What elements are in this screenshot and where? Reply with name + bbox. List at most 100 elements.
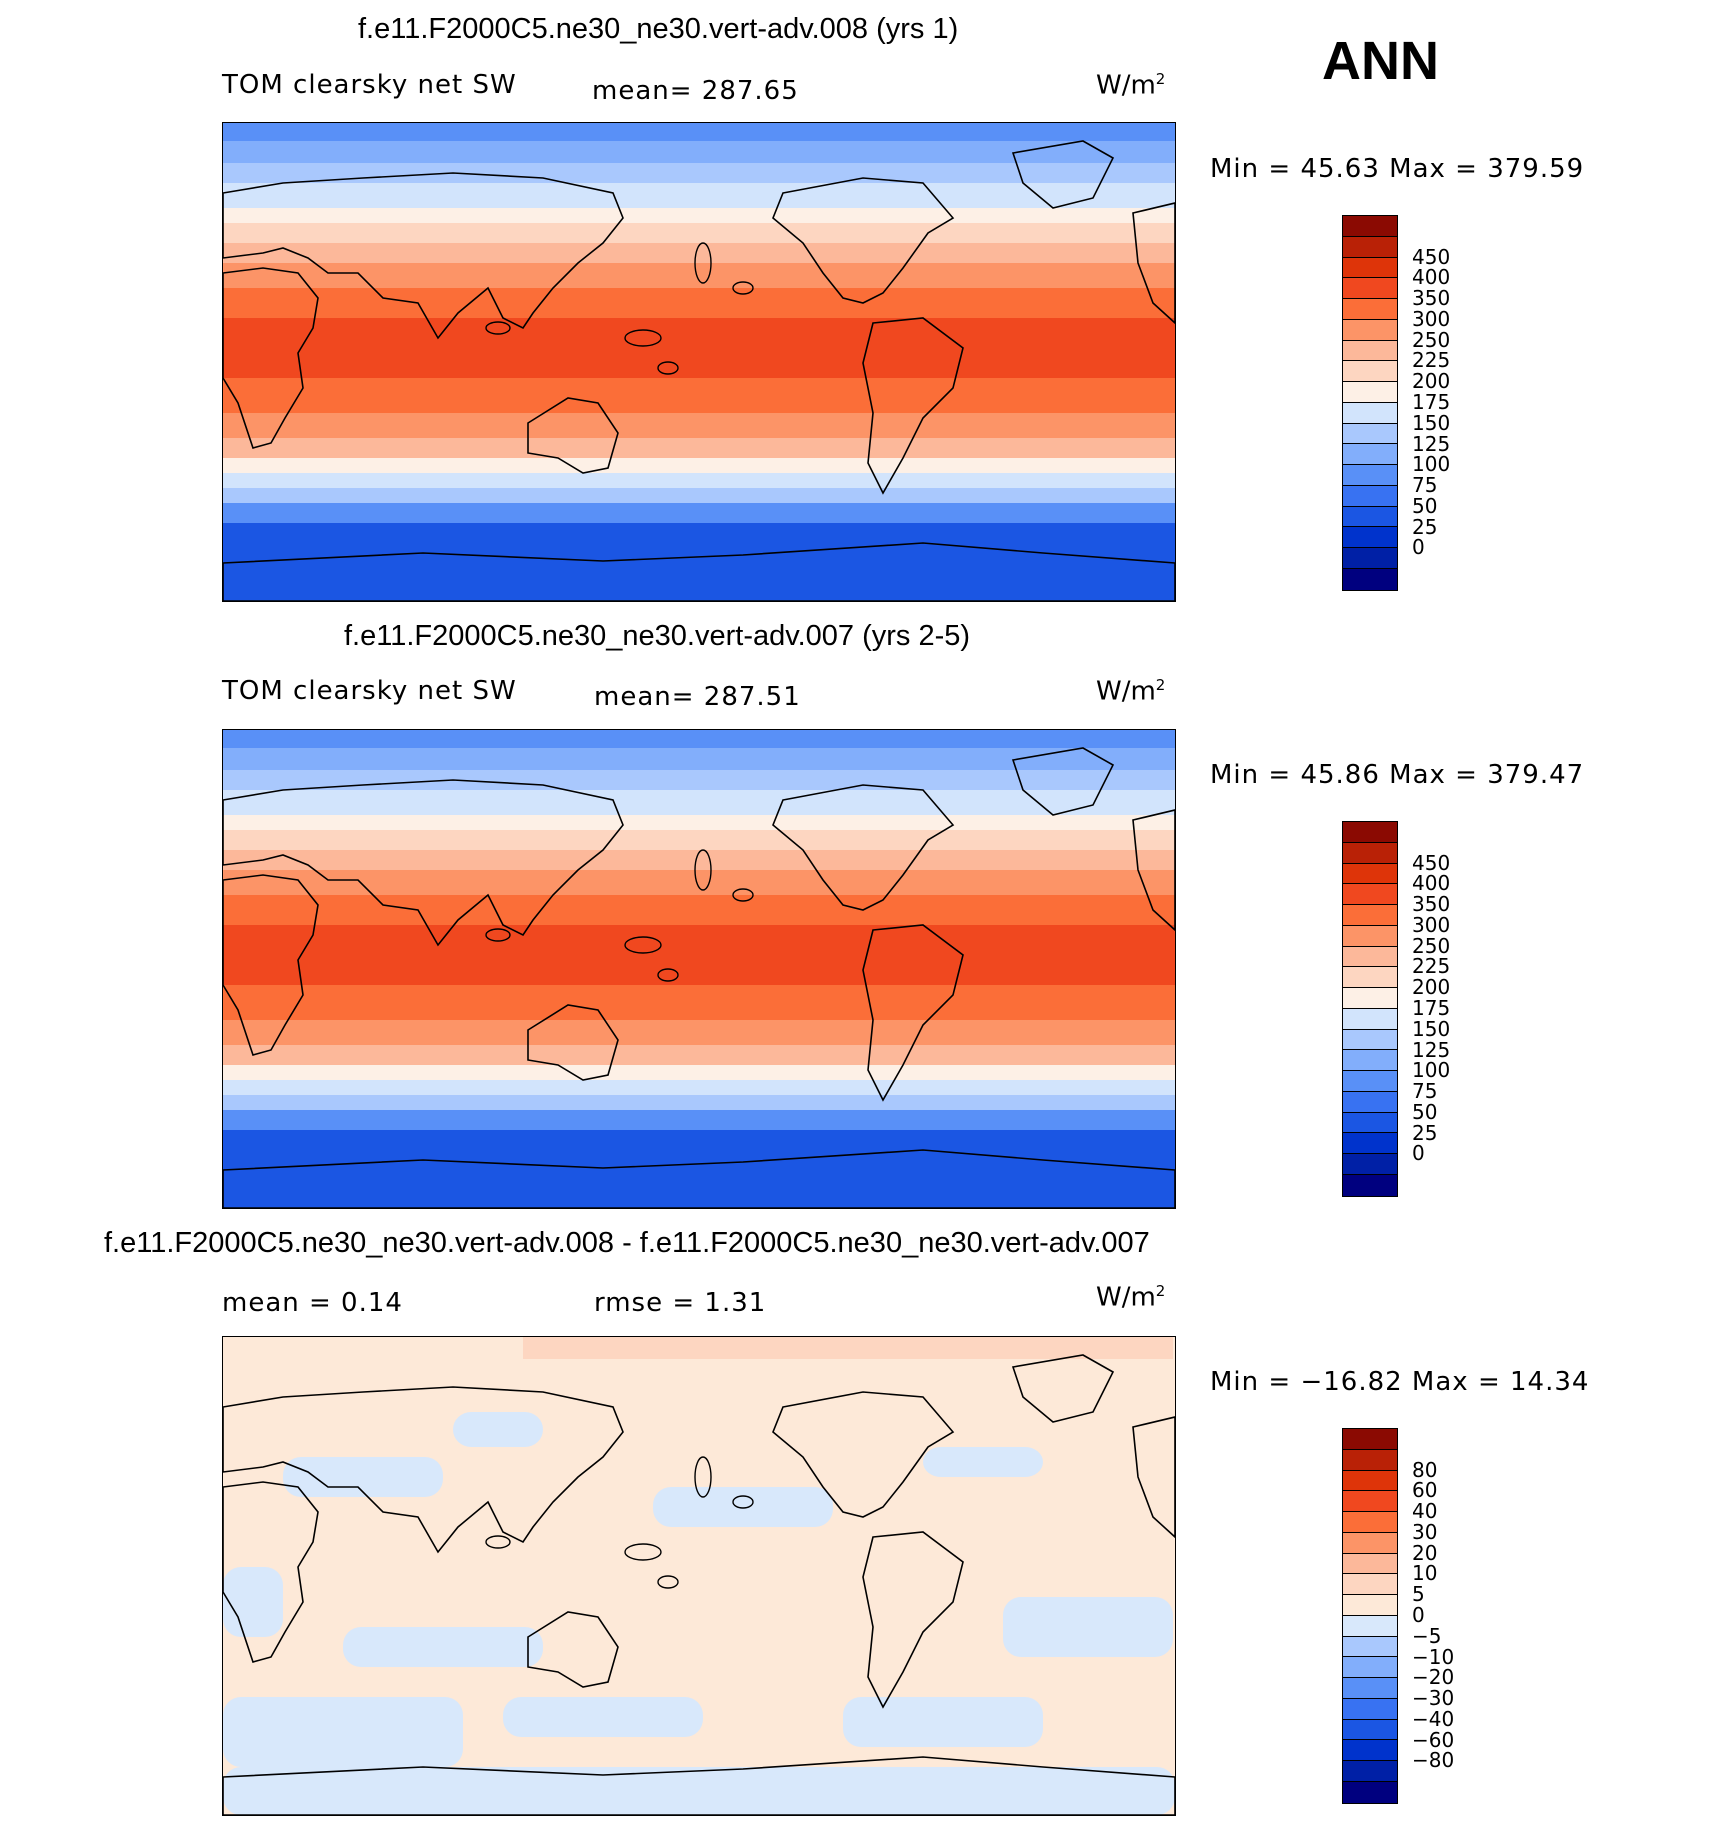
panel1-units: W/m2 bbox=[1096, 70, 1166, 101]
colorbar-tick-label: 300 bbox=[1412, 306, 1451, 331]
colorbar-segment bbox=[1343, 1740, 1397, 1762]
field-band bbox=[223, 1767, 1175, 1815]
colorbar-segment bbox=[1343, 1154, 1397, 1176]
field-band bbox=[223, 318, 1175, 378]
field-band bbox=[223, 1065, 1175, 1080]
colorbar-segment bbox=[1343, 822, 1397, 843]
colorbar-tick-label: 225 bbox=[1412, 954, 1451, 979]
field-band bbox=[223, 473, 1175, 488]
colorbar-segment bbox=[1343, 1761, 1397, 1783]
field-band bbox=[223, 815, 1175, 830]
field-band bbox=[223, 925, 1175, 985]
field-band bbox=[223, 378, 1175, 413]
panel2-map bbox=[222, 729, 1176, 1209]
coastline bbox=[732, 281, 754, 295]
colorbar-segment bbox=[1343, 382, 1397, 403]
colorbar-tick-label: 50 bbox=[1412, 493, 1438, 518]
field-band bbox=[223, 830, 1175, 850]
field-band bbox=[223, 1020, 1175, 1045]
coastline bbox=[862, 317, 964, 495]
panel1-mean: mean= 287.65 bbox=[592, 76, 799, 106]
colorbar-tick-label: 40 bbox=[1412, 1499, 1438, 1524]
colorbar-tick-label: 20 bbox=[1412, 1540, 1438, 1565]
panel3-title: f.e11.F2000C5.ne30_ne30.vert-adv.008 - f… bbox=[104, 1227, 1150, 1259]
coastline bbox=[485, 1535, 511, 1549]
colorbar-segment bbox=[1343, 402, 1397, 424]
coastline bbox=[527, 1004, 619, 1081]
field-band bbox=[223, 488, 1175, 503]
colorbar-tick-label: 25 bbox=[1412, 1120, 1438, 1145]
field-band bbox=[223, 141, 1175, 163]
field-band bbox=[223, 850, 1175, 870]
colorbar-segment bbox=[1343, 236, 1397, 258]
panel3-minmax: Min = −16.82 Max = 14.34 bbox=[1210, 1367, 1590, 1397]
colorbar-tick-label: 0 bbox=[1412, 1141, 1425, 1166]
field-band bbox=[223, 243, 1175, 263]
panel2-title: f.e11.F2000C5.ne30_ne30.vert-adv.007 (yr… bbox=[344, 620, 971, 652]
colorbar-segment bbox=[1343, 1449, 1397, 1471]
field-band bbox=[283, 1457, 443, 1497]
coastline bbox=[223, 542, 1175, 601]
panel2-field bbox=[223, 730, 1175, 1208]
colorbar-tick-label: 200 bbox=[1412, 369, 1451, 394]
colorbar-segment bbox=[1343, 842, 1397, 864]
colorbar-tick-label: −30 bbox=[1412, 1686, 1455, 1711]
coastline bbox=[624, 1543, 662, 1561]
colorbar-tick-label: 100 bbox=[1412, 452, 1451, 477]
coastline bbox=[1011, 747, 1115, 816]
field-band bbox=[223, 1697, 463, 1767]
colorbar-segment bbox=[1343, 299, 1397, 320]
coastline bbox=[657, 1575, 679, 1589]
colorbar-segment bbox=[1343, 257, 1397, 279]
field-band bbox=[503, 1697, 703, 1737]
colorbar-tick-label: −80 bbox=[1412, 1748, 1455, 1773]
field-band bbox=[223, 1095, 1175, 1110]
field-band bbox=[223, 413, 1175, 438]
colorbar-segment bbox=[1343, 485, 1397, 507]
field-band bbox=[453, 1412, 543, 1447]
panel1-title: f.e11.F2000C5.ne30_ne30.vert-adv.008 (yr… bbox=[358, 13, 959, 45]
colorbar-segment bbox=[1343, 1091, 1397, 1113]
coastline bbox=[657, 361, 679, 375]
colorbar-segment bbox=[1343, 1636, 1397, 1658]
field-band bbox=[223, 458, 1175, 473]
field-band bbox=[223, 1045, 1175, 1065]
coastline bbox=[694, 242, 712, 284]
coastline bbox=[223, 874, 319, 1056]
colorbar-segment bbox=[1343, 444, 1397, 466]
colorbar-segment bbox=[1343, 1029, 1397, 1051]
colorbar-tick-label: 5 bbox=[1412, 1582, 1425, 1607]
colorbar-tick-label: 450 bbox=[1412, 244, 1451, 269]
colorbar-segment bbox=[1343, 1008, 1397, 1030]
colorbar-segment bbox=[1343, 1719, 1397, 1741]
colorbar-tick-label: 175 bbox=[1412, 390, 1451, 414]
coastline bbox=[732, 1495, 754, 1509]
coastline bbox=[772, 177, 955, 304]
colorbar-tick-label: 300 bbox=[1412, 912, 1451, 937]
coastline bbox=[694, 849, 712, 891]
coastline bbox=[485, 321, 511, 335]
field-band bbox=[223, 790, 1175, 815]
field-band bbox=[343, 1627, 543, 1667]
colorbar-tick-label: 60 bbox=[1412, 1478, 1438, 1503]
colorbar-segment bbox=[1343, 967, 1397, 989]
field-band bbox=[223, 1080, 1175, 1095]
colorbar-segment bbox=[1343, 988, 1397, 1009]
colorbar-tick-label: 25 bbox=[1412, 514, 1438, 539]
field-band bbox=[223, 770, 1175, 790]
colorbar-segment bbox=[1343, 216, 1397, 237]
colorbar-segment bbox=[1343, 1574, 1397, 1596]
colorbar-tick-label: −60 bbox=[1412, 1727, 1455, 1752]
field-band bbox=[223, 870, 1175, 895]
field-band bbox=[223, 438, 1175, 458]
field-band bbox=[223, 523, 1175, 601]
panel2-colorbar bbox=[1342, 821, 1398, 1197]
colorbar-segment bbox=[1343, 925, 1397, 947]
coastline bbox=[1011, 140, 1115, 209]
field-band bbox=[223, 223, 1175, 243]
colorbar-segment bbox=[1343, 465, 1397, 486]
colorbar-segment bbox=[1343, 423, 1397, 445]
field-band bbox=[223, 503, 1175, 523]
coastline bbox=[223, 1149, 1175, 1208]
colorbar-tick-label: −20 bbox=[1412, 1665, 1455, 1690]
